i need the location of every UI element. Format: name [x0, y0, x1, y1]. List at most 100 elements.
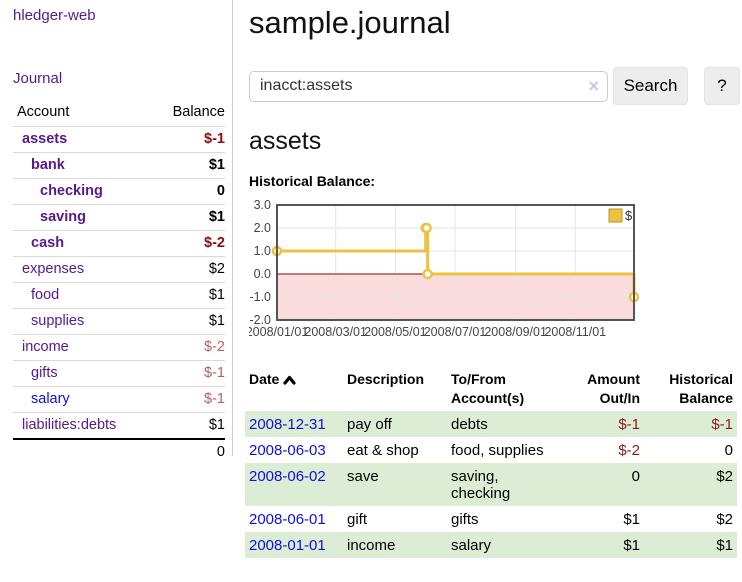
search-bar: × Search ?: [249, 67, 742, 105]
balance-chart: 3.0 2.0 1.0 0.0 -1.0 -2.02008/01/012008/03/01…: [249, 198, 640, 339]
transaction-date-link[interactable]: 2008-06-03: [249, 441, 326, 459]
account-row: bank $1: [13, 152, 225, 179]
account-row: liabilities:debts $1: [13, 412, 225, 439]
transaction-date-link[interactable]: 2008-06-02: [249, 467, 326, 485]
register-header-date[interactable]: Date: [245, 367, 343, 411]
account-link[interactable]: liabilities:debts: [22, 417, 117, 433]
account-balance: $1: [150, 282, 225, 309]
svg-text:2008/11/01: 2008/11/01: [544, 325, 606, 339]
register-header-balance: Historical Balance: [669, 371, 733, 406]
transaction-balance: $-1: [644, 411, 737, 437]
accounts-header-account: Account: [17, 104, 70, 120]
sidebar-item-journal[interactable]: Journal: [13, 70, 63, 87]
account-link[interactable]: income: [22, 339, 69, 355]
svg-text:2008/07/01: 2008/07/01: [424, 325, 487, 339]
transaction-description: pay off: [343, 411, 447, 437]
svg-text:-2.0: -2.0: [249, 313, 271, 327]
svg-text:2.0: 2.0: [254, 221, 271, 235]
transaction-description: income: [343, 532, 447, 558]
transaction-date-link[interactable]: 2008-12-31: [249, 415, 326, 433]
legend-swatch: [608, 208, 623, 223]
transaction-description: gift: [347, 510, 368, 528]
transaction-date-link[interactable]: 2008-01-01: [249, 536, 326, 554]
svg-text:1.0: 1.0: [254, 244, 271, 258]
account-balance: $-1: [150, 360, 225, 387]
register-table: Date Description To/From Account(s) Amou…: [245, 367, 737, 558]
account-row: saving $1: [13, 204, 225, 231]
account-link[interactable]: expenses: [22, 261, 85, 277]
svg-text:2008/09/01: 2008/09/01: [484, 325, 547, 339]
transaction-row: 2008-06-03 eat & shop food, supplies $-2 0: [245, 437, 737, 463]
transaction-accounts: salary: [447, 532, 563, 558]
transaction-accounts: saving, checking: [447, 463, 563, 506]
accounts-total-row: 0: [13, 438, 225, 465]
transaction-accounts: debts: [447, 411, 563, 437]
transaction-row: 2008-01-01 income salary $1 $1: [245, 532, 737, 558]
account-link[interactable]: food: [31, 287, 60, 303]
legend-label: $: [625, 208, 633, 223]
svg-text:2008/03/01: 2008/03/01: [304, 325, 367, 339]
page-title: sample.journal: [249, 5, 451, 40]
account-row: supplies $1: [13, 308, 225, 335]
transaction-row: 2008-12-31 pay off debts $-1 $-1: [245, 411, 737, 437]
transaction-accounts: food, supplies: [451, 441, 544, 459]
accounts-total-value: 0: [150, 438, 225, 465]
clear-search-icon[interactable]: ×: [588, 75, 599, 96]
transaction-amount: $1: [623, 510, 640, 528]
register-table-body: 2008-12-31 pay off debts $-1 $-1 2008-06-03 ea…: [245, 411, 737, 558]
account-link[interactable]: assets: [22, 131, 68, 147]
svg-text:2008/01/01: 2008/01/01: [249, 325, 308, 339]
svg-text:3.0: 3.0: [254, 198, 271, 212]
account-balance: $2: [150, 256, 225, 283]
transaction-row: 2008-06-02 save saving, checking 0 $2: [245, 463, 737, 506]
register-header-accounts: To/From Account(s): [451, 371, 525, 406]
account-link[interactable]: salary: [31, 391, 70, 407]
svg-text:0.0: 0.0: [254, 267, 271, 281]
main-content: sample.journal × Search ? assets Histori…: [245, 0, 742, 558]
account-link[interactable]: bank: [31, 157, 65, 173]
brand-link[interactable]: hledger-web: [13, 7, 96, 24]
svg-text:-1.0: -1.0: [249, 290, 271, 304]
account-link[interactable]: checking: [40, 183, 103, 199]
account-balance: $1: [150, 412, 225, 439]
account-balance: 0: [150, 178, 225, 205]
transaction-date-link[interactable]: 2008-06-01: [249, 510, 326, 528]
account-row: expenses $2: [13, 256, 225, 283]
transaction-row: 2008-06-01 gift gifts $1 $2: [245, 506, 737, 532]
transaction-balance: $2: [716, 510, 733, 528]
chart-section-label: Historical Balance:: [249, 173, 376, 189]
transaction-amount: $-1: [563, 411, 644, 437]
svg-text:2008/05/01: 2008/05/01: [364, 325, 427, 339]
accounts-header-balance: Balance: [172, 104, 225, 120]
register-header-amount: Amount Out/In: [587, 371, 640, 406]
account-balance: $-1: [150, 126, 225, 153]
account-heading: assets: [249, 127, 322, 155]
account-balance: $-2: [150, 334, 225, 361]
transaction-amount: $1: [563, 532, 644, 558]
account-balance: $1: [150, 308, 225, 335]
transaction-balance: $2: [644, 463, 737, 506]
account-row: salary $-1: [13, 386, 225, 413]
account-balance: $1: [150, 152, 225, 179]
accounts-table: Account Balance assets $-1 bank $1 checking 0…: [13, 100, 225, 465]
accounts-table-body: assets $-1 bank $1 checking 0 saving $1 cash $-2 e…: [13, 126, 225, 465]
account-row: checking 0: [13, 178, 225, 205]
transaction-description: eat & shop: [347, 441, 419, 459]
account-link[interactable]: cash: [31, 235, 65, 251]
account-link[interactable]: saving: [40, 209, 86, 225]
search-input[interactable]: [249, 70, 608, 102]
account-row: cash $-2: [13, 230, 225, 257]
sidebar: hledger-web Journal Account Balance asse…: [0, 0, 233, 465]
transaction-balance: 0: [724, 441, 733, 459]
account-balance: $-2: [150, 230, 225, 257]
account-row: gifts $-1: [13, 360, 225, 387]
help-button[interactable]: ?: [704, 67, 740, 105]
account-balance: $1: [150, 204, 225, 231]
transaction-balance: $1: [644, 532, 737, 558]
account-link[interactable]: gifts: [31, 365, 58, 381]
account-balance: $-1: [150, 386, 225, 413]
account-link[interactable]: supplies: [31, 313, 85, 329]
register-header-description: Description: [347, 371, 425, 387]
account-row: income $-2: [13, 334, 225, 361]
search-button[interactable]: Search: [613, 67, 688, 105]
